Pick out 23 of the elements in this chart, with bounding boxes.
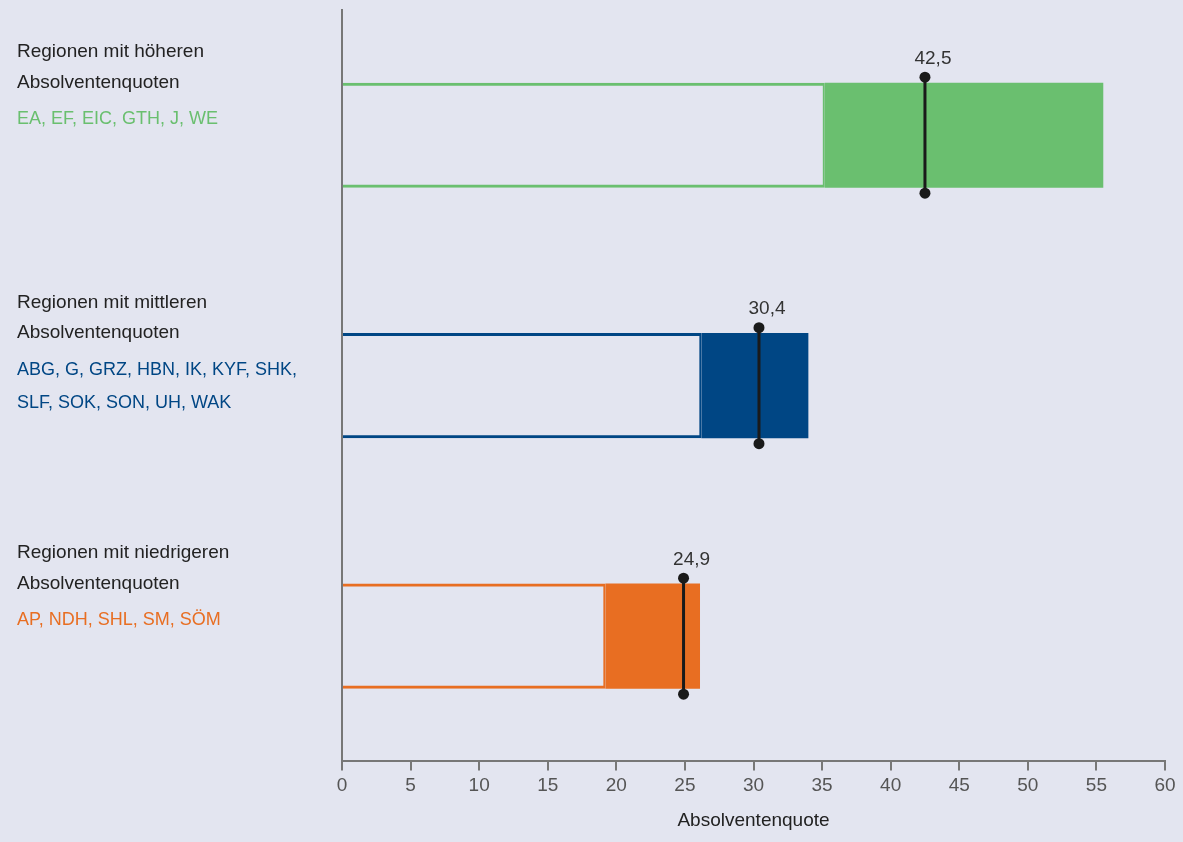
x-tick-label: 20 xyxy=(605,774,627,796)
text: EA, EF, EIC, GTH, J, WE xyxy=(17,108,219,129)
x-tick-label: 25 xyxy=(674,774,696,796)
text: ABG, G, GRZ, HBN, IK, KYF, SHK, SLF, SOK, SON, UH, WAK xyxy=(17,358,298,412)
x-tick-label: 45 xyxy=(948,774,970,796)
y-tick-label: Regionen mit niedrigeren Absolventenquoten xyxy=(17,541,230,593)
x-tick-label: 5 xyxy=(405,774,416,796)
y-tick-label: Regionen mit mittleren Absolventenquoten xyxy=(17,290,208,343)
x-tick-label: 30 xyxy=(742,774,765,796)
x-axis-title: Absolventenquote xyxy=(677,808,830,830)
data-label: 24,9 xyxy=(673,547,711,569)
x-tick-label: 55 xyxy=(1085,774,1107,796)
text: AP, NDH, SHL, SM, SÖM xyxy=(17,609,221,630)
x-tick-label: 0 xyxy=(336,774,348,796)
x-tick-label: 10 xyxy=(468,774,490,796)
x-tick-label: 35 xyxy=(811,774,833,796)
y-tick-label: Regionen mit höheren Absolventenquoten xyxy=(17,40,204,92)
x-tick-label: 50 xyxy=(1017,774,1039,796)
data-label: 42,5 xyxy=(914,46,952,68)
x-tick-label: 15 xyxy=(537,774,559,796)
x-tick-label: 60 xyxy=(1154,774,1176,796)
data-label: 30,4 xyxy=(748,297,786,319)
x-tick-label: 40 xyxy=(880,774,902,796)
